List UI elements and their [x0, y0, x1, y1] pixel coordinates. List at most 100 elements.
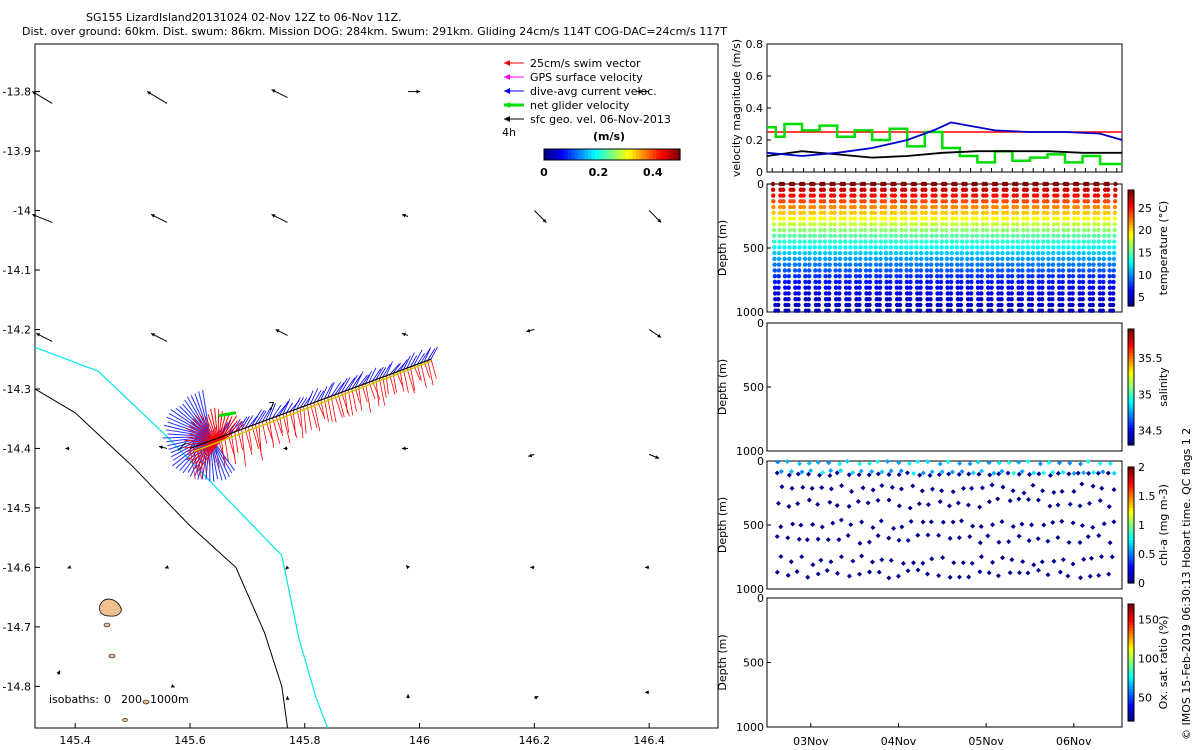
current-vector — [351, 373, 362, 389]
temperature-sample — [1101, 256, 1107, 262]
temperature-sample — [919, 210, 925, 215]
chla-sample — [1096, 533, 1102, 539]
temperature-sample — [1056, 256, 1061, 262]
chla-colorbar-segment — [1128, 527, 1134, 532]
swim-vector — [217, 414, 230, 444]
chla-sample — [889, 484, 895, 490]
temperature-sample — [949, 262, 954, 267]
oxsat-colorbar-segment — [1128, 604, 1134, 608]
chla-colorbar-segment — [1128, 522, 1134, 526]
temperature-sample — [776, 262, 782, 267]
chla-sample — [969, 485, 975, 491]
temperature-sample — [822, 233, 827, 239]
temperature-sample — [1106, 233, 1112, 239]
temperature-sample — [975, 262, 980, 267]
oxsat-colorbar-segment — [1128, 639, 1134, 643]
current-arrow-head — [285, 696, 290, 700]
chla-sample — [956, 471, 962, 477]
temperature-sample — [852, 193, 857, 198]
temperature-sample — [873, 245, 878, 250]
temperature-colorbar-tick-label: 15 — [1138, 246, 1152, 259]
chla-sample — [848, 522, 854, 528]
temperature-sample — [777, 239, 782, 244]
temperature-sample — [1067, 279, 1072, 285]
temperature-sample — [943, 193, 948, 198]
temperature-sample — [1090, 285, 1096, 290]
temperature-sample — [782, 256, 787, 262]
temperature-sample — [959, 279, 964, 285]
temperature-sample — [1010, 245, 1015, 250]
temperature-sample — [883, 227, 888, 233]
temperature-sample — [812, 222, 817, 227]
chla-sample — [936, 573, 942, 579]
salinity-y-axis-label: Depth (m) — [716, 359, 729, 415]
salinity-colorbar-segment — [1128, 436, 1134, 440]
chla-sample — [1085, 459, 1091, 465]
temperature-sample — [852, 199, 857, 204]
current-arrow-head — [159, 445, 163, 450]
temperature-sample — [1036, 262, 1041, 267]
oxsat-y-tick-label: 0 — [757, 592, 764, 605]
temperature-sample — [899, 239, 904, 244]
temperature-sample — [1055, 199, 1060, 204]
temperature-sample — [1005, 262, 1011, 267]
chla-colorbar-segment — [1128, 562, 1134, 567]
temperature-colorbar-segment — [1128, 268, 1134, 272]
temperature-sample — [1034, 187, 1040, 192]
temperature-sample — [919, 227, 924, 233]
salinity-colorbar-segment — [1128, 418, 1134, 423]
temperature-sample — [908, 297, 913, 302]
current-arrow-head — [151, 333, 156, 337]
temperature-sample — [828, 210, 833, 215]
chla-sample — [809, 485, 815, 491]
temperature-colorbar-segment — [1128, 277, 1134, 281]
current-vector — [265, 408, 273, 421]
temperature-sample — [857, 262, 863, 267]
isobath-value-label: 200 — [121, 693, 142, 706]
map-x-tick-label: 146 — [409, 734, 430, 747]
salinity-colorbar-segment — [1128, 442, 1134, 446]
chla-colorbar-segment — [1128, 571, 1134, 575]
temperature-sample — [909, 233, 914, 239]
chla-colorbar-tick-label: 0.5 — [1138, 548, 1156, 561]
current-vector — [272, 404, 282, 419]
temperature-sample — [862, 187, 867, 192]
temperature-sample — [945, 279, 950, 285]
temperature-colorbar-segment — [1128, 300, 1134, 304]
temperature-sample — [1086, 245, 1092, 250]
temperature-sample — [973, 181, 979, 187]
salinity-colorbar-segment — [1128, 369, 1134, 374]
chla-colorbar-segment — [1128, 472, 1134, 477]
oxsat-colorbar-segment — [1128, 682, 1134, 687]
oxsat-colorbar-segment — [1128, 653, 1134, 658]
temperature-sample — [955, 262, 960, 267]
temperature-sample — [963, 187, 969, 192]
temperature-sample — [1101, 279, 1106, 285]
temperature-sample — [904, 256, 909, 262]
oxsat-colorbar-segment — [1128, 680, 1134, 684]
chla-colorbar-segment — [1128, 469, 1134, 474]
chla-sample — [1111, 519, 1117, 525]
temperature-sample — [808, 216, 813, 221]
chla-sample — [830, 520, 836, 526]
temperature-sample — [938, 297, 943, 302]
temperature-sample — [1029, 302, 1035, 308]
temperature-sample — [918, 262, 924, 267]
temperature-sample — [888, 233, 894, 239]
chla-sample — [1056, 460, 1062, 466]
temperature-sample — [1031, 204, 1037, 210]
temperature-sample — [1046, 262, 1051, 267]
temperature-sample — [1004, 222, 1010, 227]
temperature-sample — [817, 279, 822, 285]
temperature-sample — [914, 273, 920, 279]
temperature-sample — [807, 268, 812, 273]
current-vector — [320, 386, 328, 401]
salinity-colorbar-segment — [1128, 329, 1134, 333]
temperature-sample — [836, 297, 842, 302]
temperature-sample — [1030, 273, 1035, 279]
temperature-sample — [898, 273, 903, 279]
temperature-sample — [837, 285, 842, 290]
temperature-sample — [1041, 233, 1046, 239]
temperature-sample — [963, 193, 969, 198]
temperature-sample — [847, 268, 853, 273]
